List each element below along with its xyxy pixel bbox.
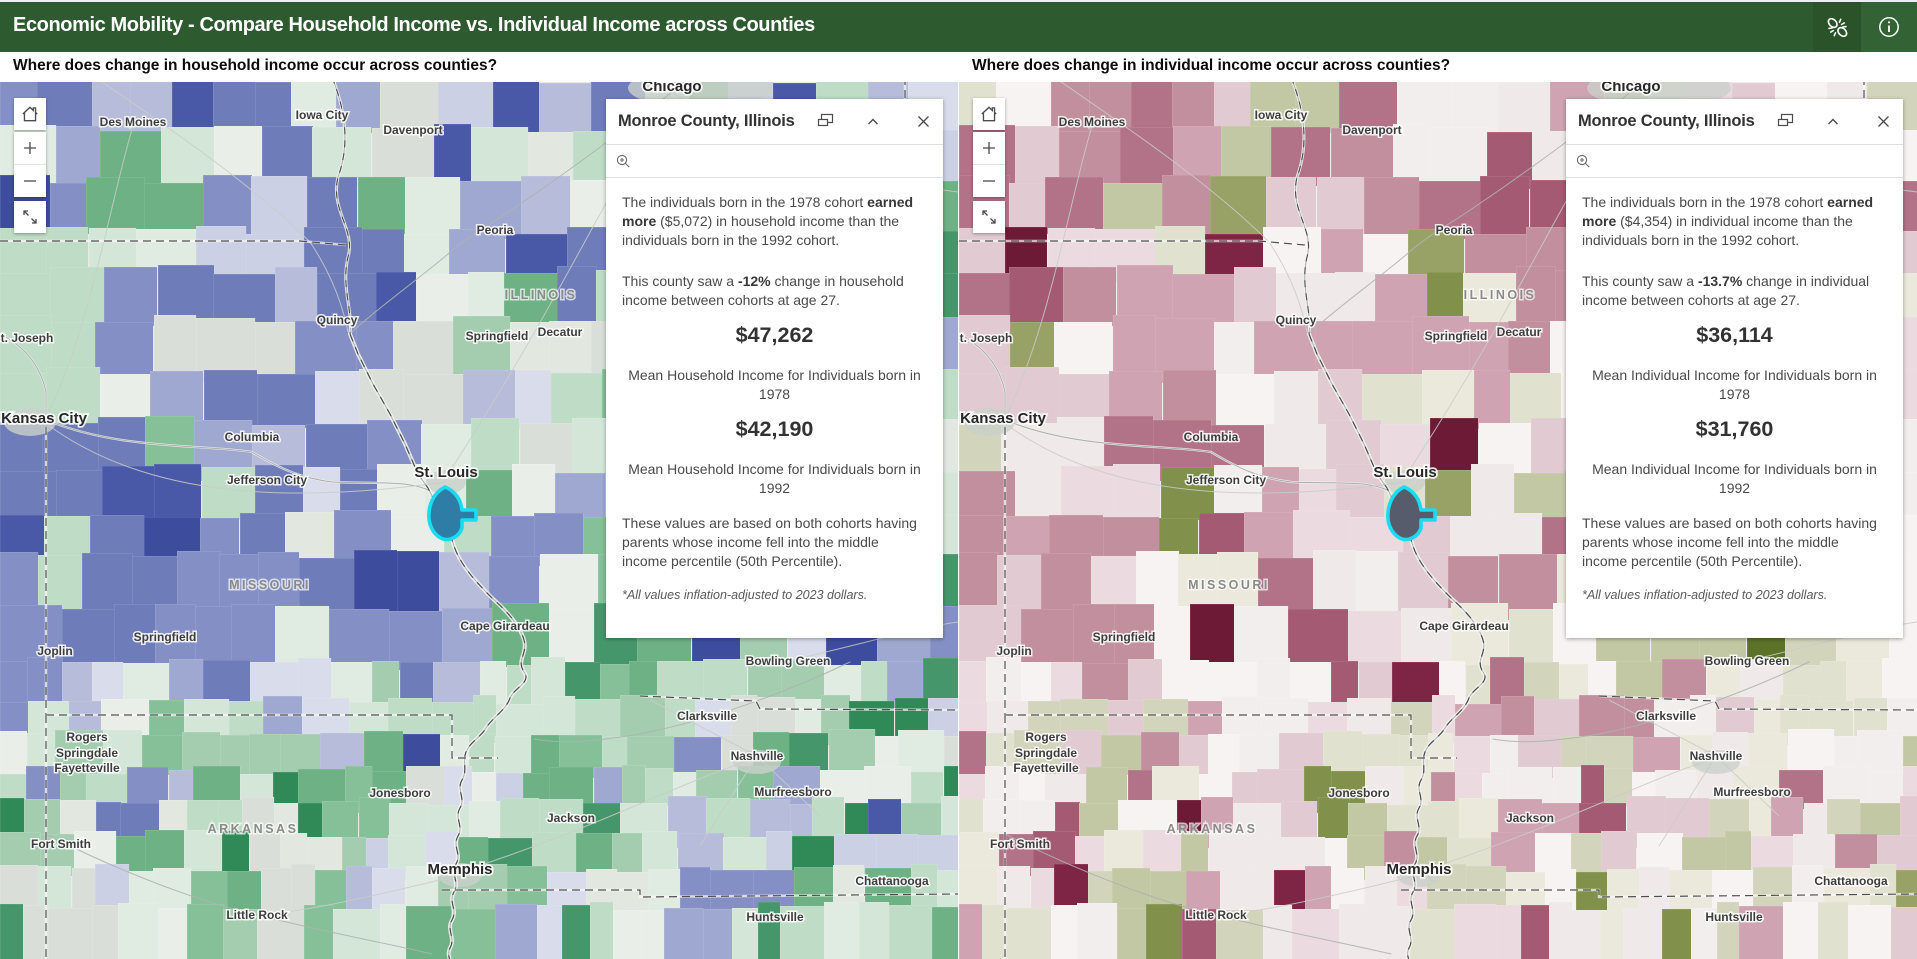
svg-text:Bowling Green: Bowling Green [746, 654, 831, 668]
svg-text:Quincy: Quincy [1276, 313, 1317, 327]
svg-text:Springfield: Springfield [134, 630, 197, 644]
svg-text:Iowa City: Iowa City [296, 108, 349, 122]
svg-text:Rogers: Rogers [1025, 730, 1067, 744]
svg-text:St. Louis: St. Louis [414, 464, 477, 481]
svg-text:ARKANSAS: ARKANSAS [208, 822, 299, 836]
svg-text:Chicago: Chicago [642, 82, 701, 95]
svg-text:Little Rock: Little Rock [1185, 908, 1247, 922]
svg-text:St. Joseph: St. Joseph [959, 331, 1012, 345]
svg-text:Decatur: Decatur [1497, 325, 1542, 339]
svg-text:Columbia: Columbia [1184, 430, 1239, 444]
svg-text:Fort Smith: Fort Smith [990, 837, 1050, 851]
svg-text:Cape Girardeau: Cape Girardeau [460, 619, 549, 633]
svg-text:Springdale: Springdale [1015, 746, 1077, 760]
svg-text:St. Joseph: St. Joseph [0, 331, 53, 345]
svg-text:Peoria: Peoria [477, 223, 514, 237]
svg-text:ARKANSAS: ARKANSAS [1167, 822, 1258, 836]
svg-text:Iowa City: Iowa City [1255, 108, 1308, 122]
svg-text:Decatur: Decatur [538, 325, 583, 339]
svg-text:Kansas City: Kansas City [1, 410, 88, 427]
svg-text:ILLINOIS: ILLINOIS [1464, 288, 1537, 302]
svg-text:Clarksville: Clarksville [1636, 709, 1696, 723]
svg-text:Memphis: Memphis [1386, 861, 1451, 878]
svg-text:Jackson: Jackson [1506, 811, 1554, 825]
svg-text:Kansas City: Kansas City [960, 410, 1047, 427]
svg-text:Cape Girardeau: Cape Girardeau [1419, 619, 1508, 633]
svg-text:Chattanooga: Chattanooga [855, 874, 929, 888]
svg-text:MISSOURI: MISSOURI [1188, 578, 1270, 592]
svg-text:Springfield: Springfield [1425, 329, 1488, 343]
svg-text:Jackson: Jackson [547, 811, 595, 825]
svg-text:Huntsville: Huntsville [746, 910, 804, 924]
svg-text:Joplin: Joplin [37, 644, 72, 658]
svg-text:Jonesboro: Jonesboro [369, 786, 430, 800]
svg-text:Fort Smith: Fort Smith [31, 837, 91, 851]
svg-text:Chicago: Chicago [1601, 82, 1660, 95]
svg-text:St. Louis: St. Louis [1373, 464, 1436, 481]
svg-text:Memphis: Memphis [427, 861, 492, 878]
svg-text:MISSOURI: MISSOURI [229, 578, 311, 592]
svg-text:Springdale: Springdale [56, 746, 118, 760]
svg-text:Little Rock: Little Rock [226, 908, 288, 922]
svg-text:Quincy: Quincy [317, 313, 358, 327]
svg-text:ILLINOIS: ILLINOIS [505, 288, 578, 302]
svg-text:Murfreesboro: Murfreesboro [754, 785, 831, 799]
svg-text:Joplin: Joplin [996, 644, 1031, 658]
svg-text:Murfreesboro: Murfreesboro [1713, 785, 1790, 799]
svg-text:Springfield: Springfield [1093, 630, 1156, 644]
svg-text:Columbia: Columbia [225, 430, 280, 444]
svg-text:Jefferson City: Jefferson City [227, 473, 307, 487]
svg-text:Fayetteville: Fayetteville [54, 761, 120, 775]
svg-text:Clarksville: Clarksville [677, 709, 737, 723]
svg-text:Des Moines: Des Moines [1059, 115, 1126, 129]
svg-text:Fayetteville: Fayetteville [1013, 761, 1079, 775]
svg-text:Des Moines: Des Moines [100, 115, 167, 129]
svg-text:Jonesboro: Jonesboro [1328, 786, 1389, 800]
svg-text:Davenport: Davenport [383, 123, 442, 137]
svg-text:Nashville: Nashville [1690, 749, 1743, 763]
svg-text:Rogers: Rogers [66, 730, 108, 744]
svg-text:Bowling Green: Bowling Green [1705, 654, 1790, 668]
svg-text:Davenport: Davenport [1342, 123, 1401, 137]
svg-text:Huntsville: Huntsville [1705, 910, 1763, 924]
svg-text:Springfield: Springfield [466, 329, 529, 343]
svg-text:Chattanooga: Chattanooga [1814, 874, 1888, 888]
svg-text:Nashville: Nashville [731, 749, 784, 763]
svg-text:Peoria: Peoria [1436, 223, 1473, 237]
svg-text:Jefferson City: Jefferson City [1186, 473, 1266, 487]
